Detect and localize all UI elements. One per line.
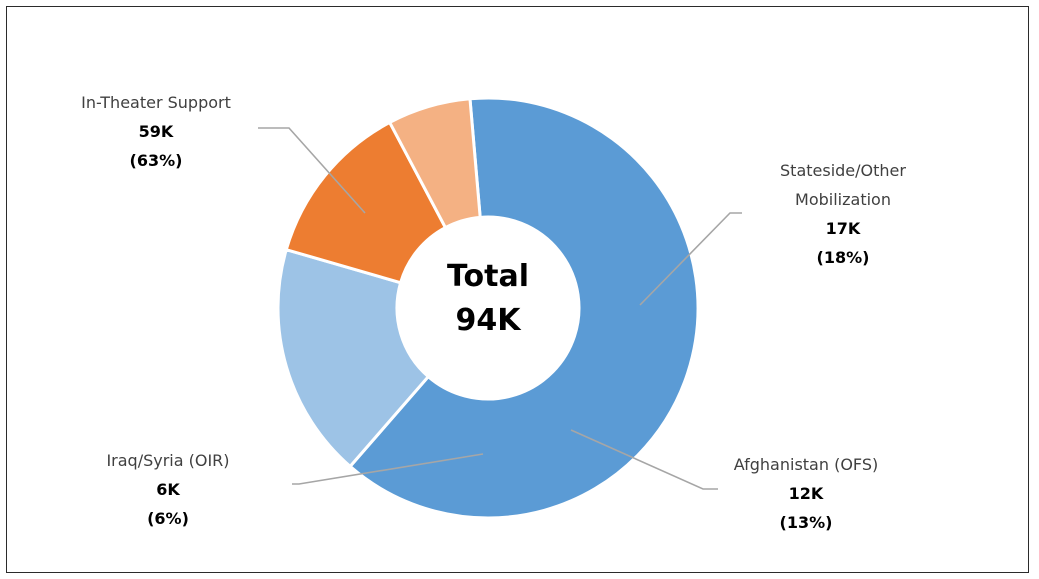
center-total-value: 94K [456,303,523,338]
slice-label: Stateside/Other [780,161,906,180]
slice-percent-label: (6%) [147,509,189,528]
slice-label: Mobilization [795,190,891,209]
slice-iraq-syria-oir [387,97,482,230]
slice-value-label: 59K [139,122,174,141]
slice-label: Iraq/Syria (OIR) [106,451,229,470]
leader-line [570,429,718,490]
slice-labels: In-Theater Support 59K (63%) Stateside/Othe… [81,93,906,532]
slice-percent-label: (63%) [130,151,183,170]
slice-value-label: 6K [156,480,180,499]
leader-lines [258,127,742,490]
leader-line [258,127,366,214]
slice-label: In-Theater Support [81,93,231,112]
leader-line [639,212,742,306]
center-total-label: Total [447,259,529,294]
slice-stateside-other-mobilization [276,247,431,469]
donut-slices [276,96,700,520]
slice-percent-label: (18%) [817,248,870,267]
leader-line [292,453,484,485]
slice-in-theater-support [348,96,700,520]
slice-value-label: 12K [789,484,824,503]
slice-label: Afghanistan (OFS) [734,455,879,474]
slice-percent-label: (13%) [780,513,833,532]
slice-value-label: 17K [826,219,861,238]
